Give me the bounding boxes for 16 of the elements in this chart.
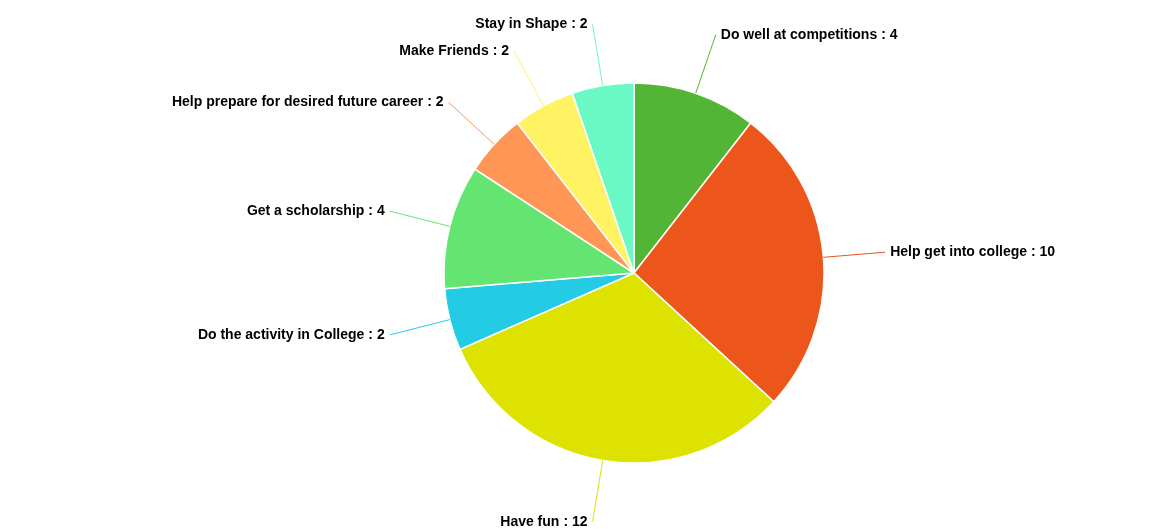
- data-label: : 2: [492, 42, 510, 59]
- data-label: : 4: [881, 25, 898, 42]
- data-label: : 4: [368, 202, 385, 219]
- data-label: : 2: [368, 325, 385, 342]
- data-label: : 12: [563, 512, 588, 529]
- slice-label: Make Friends: [399, 42, 489, 59]
- slice-label: Have fun: [500, 512, 560, 529]
- slice-label: Help prepare for desired future career: [171, 93, 424, 110]
- slice-label: Stay in Shape: [475, 15, 568, 32]
- data-label: : 10: [1031, 243, 1056, 260]
- slice-label: Do the activity in College: [197, 325, 365, 342]
- slice-label: Get a scholarship: [246, 202, 365, 219]
- slice-label: Help get into college: [890, 243, 1028, 260]
- data-label: : 2: [571, 15, 588, 32]
- slice-label: Do well at competitions: [720, 25, 878, 42]
- data-label: : 2: [427, 93, 444, 110]
